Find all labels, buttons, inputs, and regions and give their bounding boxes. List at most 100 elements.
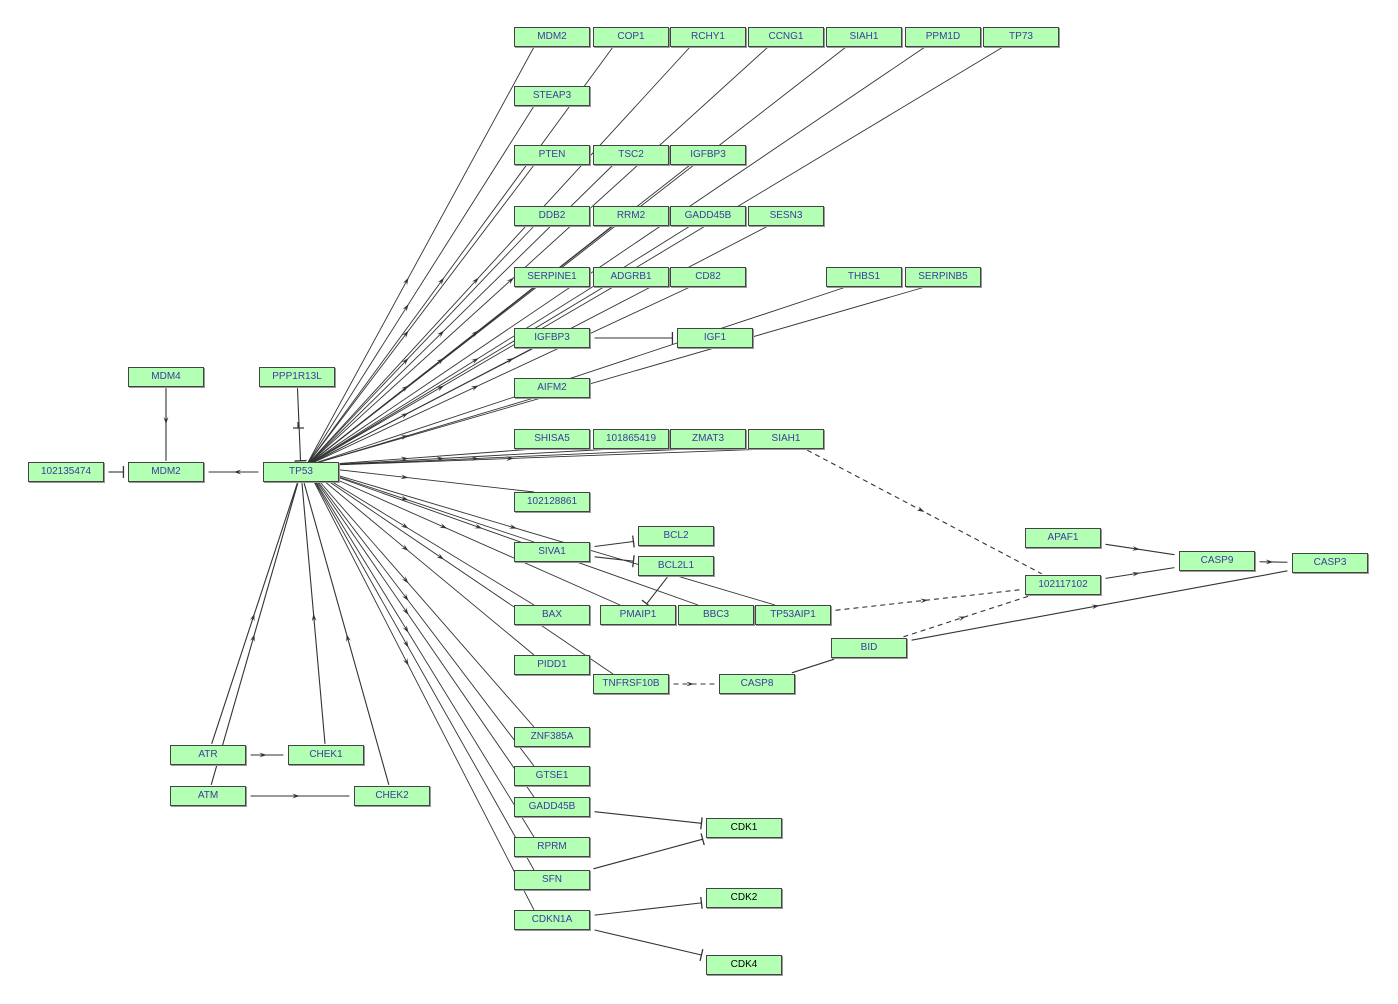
- inhibition-bar-icon: [700, 896, 703, 909]
- inhibition-bar-icon: [700, 817, 703, 830]
- inhibition-bar-icon: [632, 555, 635, 568]
- gene-node-tsc2[interactable]: TSC2: [593, 145, 669, 165]
- gene-node-siah1[interactable]: SIAH1: [826, 27, 902, 47]
- edge-tp53-adgrb1: [305, 286, 614, 467]
- edge-tp53-tp73: [305, 46, 1004, 467]
- gene-node-apaf1[interactable]: APAF1: [1025, 528, 1101, 548]
- gene-node-102128861[interactable]: 102128861: [514, 492, 590, 512]
- gene-node-ppp1r13l[interactable]: PPP1R13L: [259, 367, 335, 387]
- arrow-head-icon: [916, 506, 925, 512]
- gene-node-serpine1[interactable]: SERPINE1: [514, 267, 590, 287]
- gene-node-mdm2[interactable]: MDM2: [128, 462, 204, 482]
- gene-node-cd82[interactable]: CD82: [670, 267, 746, 287]
- arrow-head-icon: [1132, 571, 1140, 577]
- gene-node-sesn3[interactable]: SESN3: [748, 206, 824, 226]
- gene-node-gadd45b[interactable]: GADD45B: [670, 206, 746, 226]
- gene-node-cdk2[interactable]: CDK2: [706, 888, 782, 908]
- edge-tp53-serpine1: [305, 286, 535, 467]
- arrow-head-icon: [506, 456, 514, 461]
- gene-node-zmat3[interactable]: ZMAT3: [670, 429, 746, 449]
- gene-node-casp9[interactable]: CASP9: [1179, 551, 1255, 571]
- gene-node-igf1[interactable]: IGF1: [677, 328, 753, 348]
- arrow-head-icon: [292, 793, 300, 799]
- gene-node-tnfrsf10b[interactable]: TNFRSF10B: [593, 674, 669, 694]
- gene-node-shisa5[interactable]: SHISA5: [514, 429, 590, 449]
- edge-tp53-siah1: [305, 448, 769, 467]
- arrow-head-icon: [400, 435, 409, 440]
- edge-bcl2l1-pmaip1: [646, 576, 668, 605]
- gene-node-rprm[interactable]: RPRM: [514, 837, 590, 857]
- gene-node-gtse1[interactable]: GTSE1: [514, 766, 590, 786]
- gene-node-casp3[interactable]: CASP3: [1292, 553, 1368, 573]
- gene-node-chek2[interactable]: CHEK2: [354, 786, 430, 806]
- arrow-head-icon: [1091, 604, 1100, 610]
- gene-node-znf385a[interactable]: ZNF385A: [514, 727, 590, 747]
- arrow-head-icon: [163, 416, 169, 425]
- arrow-head-icon: [920, 598, 928, 604]
- gene-node-pten[interactable]: PTEN: [514, 145, 590, 165]
- arrow-head-icon: [402, 277, 409, 286]
- gene-node-102117102[interactable]: 102117102: [1025, 575, 1101, 595]
- gene-node-bcl2[interactable]: BCL2: [638, 526, 714, 546]
- gene-node-steap3[interactable]: STEAP3: [514, 86, 590, 106]
- gene-node-gadd45b[interactable]: GADD45B: [514, 797, 590, 817]
- arrow-head-icon: [1132, 546, 1140, 551]
- gene-node-rchy1[interactable]: RCHY1: [670, 27, 746, 47]
- edge-tp53-gtse1: [305, 465, 535, 767]
- gene-node-atm[interactable]: ATM: [170, 786, 246, 806]
- gene-node-siva1[interactable]: SIVA1: [514, 542, 590, 562]
- arrow-head-icon: [401, 358, 409, 366]
- gene-node-aifm2[interactable]: AIFM2: [514, 378, 590, 398]
- gene-node-ppm1d[interactable]: PPM1D: [905, 27, 981, 47]
- edge-tp53-znf385a: [305, 465, 535, 728]
- gene-node-bax[interactable]: BAX: [514, 605, 590, 625]
- gene-node-chek1[interactable]: CHEK1: [288, 745, 364, 765]
- gene-node-ddb2[interactable]: DDB2: [514, 206, 590, 226]
- gene-node-tp73[interactable]: TP73: [983, 27, 1059, 47]
- gene-node-bcl2l1[interactable]: BCL2L1: [638, 556, 714, 576]
- gene-node-101865419[interactable]: 101865419: [593, 429, 669, 449]
- gene-node-igfbp3[interactable]: IGFBP3: [514, 328, 590, 348]
- arrow-head-icon: [233, 469, 242, 475]
- gene-node-bbc3[interactable]: BBC3: [678, 605, 754, 625]
- edge-siah1-n102117102: [806, 449, 1043, 575]
- inhibition-bar-icon: [294, 459, 307, 462]
- gene-node-siah1[interactable]: SIAH1: [748, 429, 824, 449]
- gene-node-pidd1[interactable]: PIDD1: [514, 655, 590, 675]
- gene-node-bid[interactable]: BID: [831, 638, 907, 658]
- arrow-head-icon: [401, 544, 409, 552]
- arrow-head-icon: [470, 385, 479, 391]
- gene-node-cdk1[interactable]: CDK1: [706, 818, 782, 838]
- arrow-head-icon: [436, 385, 445, 392]
- gene-node-mdm2[interactable]: MDM2: [514, 27, 590, 47]
- gene-node-igfbp3[interactable]: IGFBP3: [670, 145, 746, 165]
- gene-node-pmaip1[interactable]: PMAIP1: [600, 605, 676, 625]
- gene-node-casp8[interactable]: CASP8: [719, 674, 795, 694]
- arrow-head-icon: [400, 456, 409, 462]
- edge-tp53-cop1: [305, 46, 614, 467]
- arrow-head-icon: [402, 639, 409, 648]
- gene-node-rrm2[interactable]: RRM2: [593, 206, 669, 226]
- gene-node-tp53[interactable]: TP53: [263, 462, 339, 482]
- gene-node-cdkn1a[interactable]: CDKN1A: [514, 910, 590, 930]
- gene-node-thbs1[interactable]: THBS1: [826, 267, 902, 287]
- gene-node-cop1[interactable]: COP1: [593, 27, 669, 47]
- edge-tp53-shisa5: [305, 448, 535, 467]
- gene-node-serpinb5[interactable]: SERPINB5: [905, 267, 981, 287]
- edge-tp53-mdm2_t: [305, 46, 535, 467]
- arrow-head-icon: [400, 522, 409, 529]
- gene-node-cdk4[interactable]: CDK4: [706, 955, 782, 975]
- edge-siva1-bcl2l1: [594, 556, 634, 562]
- gene-node-ccng1[interactable]: CCNG1: [748, 27, 824, 47]
- edge-tp53-bax: [305, 465, 535, 606]
- arrow-head-icon: [400, 474, 409, 480]
- gene-node-tp53aip1[interactable]: TP53AIP1: [755, 605, 831, 625]
- gene-node-102135474[interactable]: 102135474: [28, 462, 104, 482]
- gene-node-sfn[interactable]: SFN: [514, 870, 590, 890]
- gene-node-mdm4[interactable]: MDM4: [128, 367, 204, 387]
- edge-tp53-rprm: [305, 465, 535, 838]
- gene-node-atr[interactable]: ATR: [170, 745, 246, 765]
- gene-node-adgrb1[interactable]: ADGRB1: [593, 267, 669, 287]
